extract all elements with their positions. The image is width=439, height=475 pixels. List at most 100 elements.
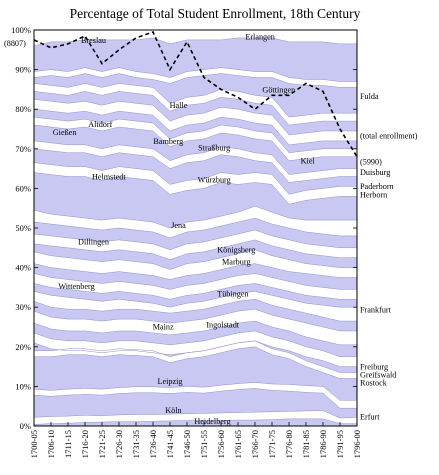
boundary-line-18 xyxy=(33,217,357,239)
band-33 xyxy=(34,30,357,46)
y-tick-label: 70% xyxy=(15,144,31,154)
label-k-ln: Köln xyxy=(165,406,181,415)
x-tick-label: 1796-00 xyxy=(352,430,362,458)
boundary-line-13 xyxy=(33,273,357,290)
boundary-line-19 xyxy=(33,205,357,229)
total-enrollment-line xyxy=(33,30,358,158)
band-20 xyxy=(34,172,357,228)
x-tick-label: 1741-45 xyxy=(165,430,175,458)
side-label-erfurt: Erfurt xyxy=(360,412,380,421)
label-leipzig: Leipzig xyxy=(157,377,182,386)
label-t-bingen: Tübingen xyxy=(217,290,248,299)
x-tick-label: 1771-75 xyxy=(267,430,277,458)
y-tick-label: 100% xyxy=(11,25,31,35)
band-7 xyxy=(34,330,357,367)
band-14 xyxy=(34,263,357,290)
boundary-line-22 xyxy=(33,148,357,183)
x-axis: 1700-05 1706-10 1711-15 1716-20 1721-25 1726-… xyxy=(29,422,362,458)
boundary-line-14 xyxy=(33,263,357,280)
x-tick-label: 1786-90 xyxy=(318,430,328,458)
band-27 xyxy=(34,99,357,145)
enrollment-bands xyxy=(34,30,357,426)
label-wittenberg: Wittenberg xyxy=(58,282,94,291)
boundary-line-28 xyxy=(33,91,357,126)
boundary-line-7 xyxy=(33,330,357,357)
side-label-greifswald: Greifswald xyxy=(360,371,396,380)
x-tick-label: 1731-35 xyxy=(131,430,141,458)
band-8 xyxy=(34,321,357,357)
band-9 xyxy=(34,309,357,345)
x-tick-label: 1751-55 xyxy=(199,430,209,458)
y-tick-label: 80% xyxy=(15,104,31,114)
band-10 xyxy=(34,299,357,331)
y-tick-label: 10% xyxy=(15,381,31,391)
university-labels: Breslau Erlangen Göttingen Halle Altdorf Gieß… xyxy=(53,33,316,427)
x-tick-label: 1721-25 xyxy=(97,430,107,458)
label-breslau: Breslau xyxy=(81,36,106,45)
label-jena: Jena xyxy=(171,221,186,230)
label-marburg: Marburg xyxy=(222,257,251,266)
side-label-freiburg: Freiburg xyxy=(360,363,388,372)
band-1 xyxy=(34,410,357,425)
x-tick-label: 1726-30 xyxy=(114,430,124,458)
band-3 xyxy=(34,382,357,409)
band-19 xyxy=(34,206,357,238)
side-label--total-enrollment-: (total enrollment) xyxy=(360,132,418,141)
chart-title: Percentage of Total Student Enrollment, … xyxy=(70,6,361,21)
label-k-nigsberg: Königsberg xyxy=(217,245,255,254)
band-2 xyxy=(34,388,357,419)
label-w-rzburg: Würzburg xyxy=(198,175,231,184)
band-12 xyxy=(34,283,357,308)
x-tick-label: 1746-50 xyxy=(182,430,192,458)
label-kiel: Kiel xyxy=(301,157,316,166)
boundary-line-31 xyxy=(33,67,357,82)
band-4 xyxy=(34,346,357,401)
boundary-line-2 xyxy=(33,388,357,409)
x-tick-label: 1711-15 xyxy=(63,430,73,458)
y-tick-label: 30% xyxy=(15,302,31,312)
boundary-line-20 xyxy=(33,172,357,205)
label-gie-en: Gießen xyxy=(53,128,77,137)
x-tick-label: 1781-85 xyxy=(301,430,311,458)
y-axis: 0% 10% 20% 30% 40% 50% 60% 70% 80% 90% 100% xyxy=(11,25,357,431)
x-tick-label: 1706-10 xyxy=(46,430,56,458)
boundary-line-9 xyxy=(33,308,357,332)
band-13 xyxy=(34,273,357,300)
x-tick-label: 1736-40 xyxy=(148,430,158,458)
x-tick-label: 1756-60 xyxy=(216,430,226,458)
side-labels: Fulda (total enrollment) (5990) Duisburg Pad… xyxy=(360,92,418,421)
band-17 xyxy=(34,229,357,260)
label-mainz: Mainz xyxy=(153,323,174,332)
boundary-line-4 xyxy=(34,346,357,379)
band-22 xyxy=(34,148,357,195)
total-start-label: (8807) xyxy=(4,39,26,48)
band-11 xyxy=(34,291,357,322)
label-altdorf: Altdorf xyxy=(88,120,112,129)
boundary-line-10 xyxy=(33,299,357,322)
boundary-line-8 xyxy=(33,320,357,346)
boundary-line-29 xyxy=(33,83,357,118)
label-bamberg: Bamberg xyxy=(153,137,183,146)
x-tick-label: 1716-20 xyxy=(80,430,90,458)
y-tick-label: 50% xyxy=(15,223,31,233)
boundary-line-25 xyxy=(33,116,357,154)
label-heidelberg: Heidelberg xyxy=(194,417,230,426)
x-tick-label: 1766-70 xyxy=(250,430,260,458)
x-tick-label: 1791-95 xyxy=(335,430,345,458)
label-dillingen: Dillingen xyxy=(78,237,109,246)
boundary-line-26 xyxy=(33,108,357,146)
boundary-line-16 xyxy=(33,239,357,260)
label-g-ttingen: Göttingen xyxy=(262,85,295,94)
side-label-duisburg: Duisburg xyxy=(360,168,390,177)
band-16 xyxy=(34,239,357,270)
side-label-paderborn: Paderborn xyxy=(360,182,394,191)
boundary-line-6 xyxy=(33,340,357,367)
boundary-line-17 xyxy=(33,229,357,251)
boundary-line-0 xyxy=(33,418,357,425)
side-label--5990-: (5990) xyxy=(360,157,382,166)
x-tick-label: 1761-65 xyxy=(233,430,243,458)
y-tick-label: 20% xyxy=(15,342,31,352)
boundary-line-15 xyxy=(33,249,357,270)
x-tick-label: 1776-80 xyxy=(284,430,294,458)
